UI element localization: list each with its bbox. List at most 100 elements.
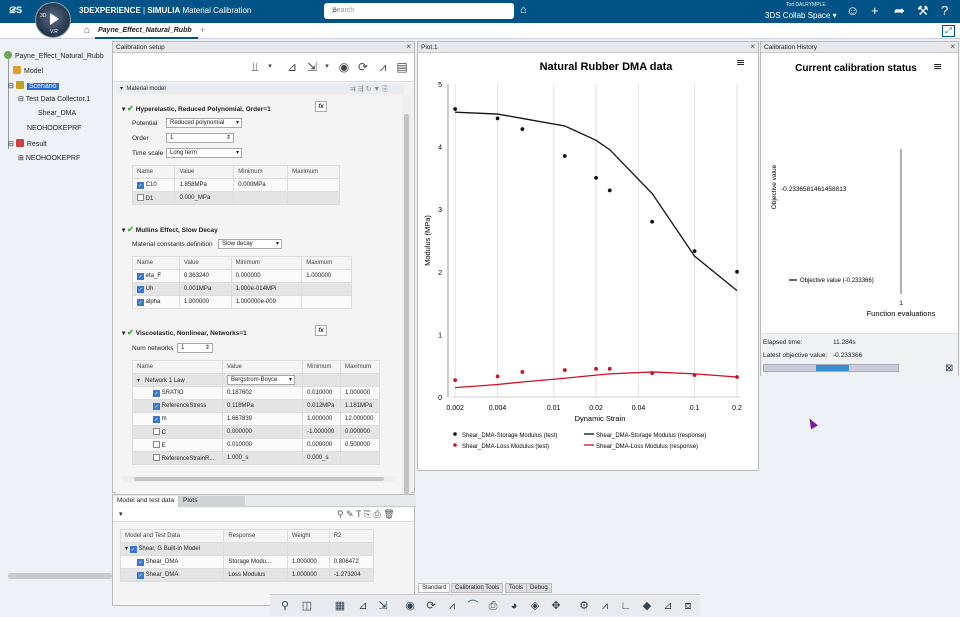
- box3d-icon[interactable]: ⧈: [684, 600, 692, 612]
- weight-cell[interactable]: 1.000000: [286, 555, 330, 569]
- tree-item-model[interactable]: Model: [13, 66, 43, 75]
- fx-button[interactable]: fx: [315, 101, 327, 112]
- min-cell[interactable]: 1.000000: [302, 412, 342, 426]
- value-cell[interactable]: 0.118MPa: [221, 399, 304, 413]
- run-calibration-icon[interactable]: ⟳: [426, 600, 436, 612]
- table-row[interactable]: ✓ Shear_DMA Loss Modulus 1.000000 -1.273204: [119, 568, 375, 582]
- table-row[interactable]: ✓ alpha 1.000000 1.000000e-009: [132, 295, 352, 309]
- max-cell[interactable]: [301, 295, 352, 309]
- close-icon[interactable]: ×: [750, 42, 755, 51]
- chart-settings-icon[interactable]: ⫫: [251, 60, 259, 74]
- min-cell[interactable]: 0.000_s: [302, 451, 342, 465]
- table-row[interactable]: ReferenceStrainR... 1.000_s 0.000_s: [132, 451, 380, 465]
- checkbox[interactable]: [153, 454, 160, 461]
- material-model-header[interactable]: ▾ Material model: [116, 84, 404, 94]
- chevron-down-icon[interactable]: ▾: [325, 63, 329, 70]
- tag-icon[interactable]: ⌂: [520, 4, 527, 16]
- group-row[interactable]: ▾ ✓ Shear, G Built-in Model: [119, 542, 375, 556]
- close-icon[interactable]: ×: [406, 42, 411, 51]
- hyperelastic-section-title[interactable]: ▾ ✔ Hyperelastic, Reduced Polynomial, Ord…: [122, 104, 271, 113]
- checkbox[interactable]: ✓: [137, 285, 144, 293]
- tools-icon[interactable]: ⚒: [917, 3, 929, 18]
- min-cell[interactable]: -1.000000: [302, 425, 342, 439]
- value-cell[interactable]: 0.000_MPa: [174, 191, 235, 205]
- chart-icon[interactable]: ⩘: [379, 60, 387, 74]
- model-tools-icons[interactable]: ⇉ ⇶ ↻ ▼ ⎘: [350, 86, 388, 93]
- tree-item-neohookeprf[interactable]: NEOHOOKEPRF: [27, 125, 82, 132]
- table-row[interactable]: ✓ Shear_DMA Storage Modu... 1.000000 0.8064…: [119, 555, 375, 569]
- viscoelastic-section-title[interactable]: ▾ ✔ Viscoelastic, Nonlinear, Networks=1: [122, 328, 247, 337]
- chart-icon[interactable]: ⩘: [448, 600, 456, 612]
- order-stepper[interactable]: 1: [166, 133, 234, 143]
- box-icon[interactable]: ◫: [301, 600, 313, 612]
- min-cell[interactable]: [233, 191, 289, 205]
- tab-document[interactable]: Payne_Effect_Natural_Rubb: [95, 23, 198, 39]
- max-cell[interactable]: 0.000000: [340, 425, 380, 439]
- min-cell[interactable]: 0.000000: [302, 438, 342, 452]
- max-cell[interactable]: [287, 191, 340, 205]
- 3ds-logo-icon[interactable]: 𝒟S: [9, 5, 23, 15]
- curve-icon[interactable]: ⌒: [467, 600, 479, 612]
- export-icon[interactable]: ⇲: [378, 600, 388, 612]
- tab-standard[interactable]: Standard: [418, 583, 451, 593]
- table-row[interactable]: E 0.010000 0.000000 0.500000: [132, 438, 380, 452]
- search-input[interactable]: Search ⌕: [324, 3, 514, 19]
- checkbox[interactable]: ✓: [137, 558, 144, 566]
- material-icon[interactable]: ◉: [338, 60, 350, 74]
- home-icon[interactable]: ⌂: [84, 25, 91, 36]
- constants-definition-select[interactable]: Slow decay: [218, 239, 282, 249]
- table-row[interactable]: ✓ C10 1.858MPa 0.000MPa: [131, 178, 340, 192]
- plot-icon[interactable]: ⊿: [358, 600, 368, 612]
- share-icon[interactable]: ➦: [894, 3, 905, 18]
- material-icon[interactable]: ◉: [405, 600, 415, 612]
- checkbox[interactable]: [153, 441, 160, 448]
- table-row[interactable]: ✓ Uh 0.001MPa 1.000e-014MPi: [132, 282, 352, 296]
- hamburger-icon[interactable]: ≡: [933, 60, 942, 73]
- tree-item-test-data-collector[interactable]: ⊟ Test Data Collector.1: [18, 96, 91, 103]
- chevron-down-icon[interactable]: ▾: [119, 511, 123, 518]
- chevron-down-icon[interactable]: ▾: [268, 63, 272, 70]
- new-tab-icon[interactable]: +: [200, 25, 206, 35]
- value-cell[interactable]: 1.000_s: [221, 451, 304, 465]
- maximize-icon[interactable]: ⤢: [942, 25, 955, 37]
- value-cell[interactable]: 0.001MPa: [178, 282, 232, 296]
- table-row[interactable]: D1 0.000_MPa: [131, 191, 340, 205]
- checkbox[interactable]: ✓: [129, 546, 137, 553]
- render-icon[interactable]: ◆: [642, 600, 652, 612]
- table-horizontal-scrollbar[interactable]: [122, 476, 396, 482]
- value-cell[interactable]: 0.000000: [221, 425, 304, 439]
- table-row[interactable]: ✓ ReferenceStress 0.118MPa 0.012MPa 1.181MP…: [132, 399, 380, 413]
- checkbox[interactable]: ✓: [137, 181, 144, 189]
- collab-space-selector[interactable]: 3DS Collab Space ▾: [765, 11, 837, 20]
- stop-calibration-icon[interactable]: ⊠: [945, 363, 954, 374]
- tree-item-scenario[interactable]: ⊟ Scenario: [8, 81, 59, 90]
- disk-icon[interactable]: ◕: [510, 600, 518, 612]
- network-law-select[interactable]: Bergstrom-Boyce: [226, 375, 295, 385]
- calibration-vertical-scrollbar[interactable]: [402, 96, 411, 516]
- value-cell[interactable]: 1.858MPa: [174, 178, 235, 192]
- tree-item-neohookeprf-result[interactable]: ⊞ NEOHOOKEPRF: [18, 155, 81, 162]
- close-icon[interactable]: ×: [950, 42, 955, 51]
- max-cell[interactable]: [287, 178, 340, 192]
- table-row[interactable]: C 0.000000 -1.000000 0.000000: [132, 425, 380, 439]
- table-row[interactable]: ✓ eta_F 0.363240 0.000000 1.000000: [132, 269, 352, 283]
- tree-root[interactable]: Payne_Effect_Natural_Rubb: [4, 51, 104, 60]
- settings-icon[interactable]: ⚙: [579, 600, 589, 612]
- compass-widget[interactable]: 3D V.R: [35, 2, 71, 38]
- num-networks-stepper[interactable]: 1: [177, 343, 213, 353]
- min-cell[interactable]: 0.010000: [302, 386, 342, 400]
- max-cell[interactable]: 1.000000: [301, 269, 352, 283]
- checkbox[interactable]: [153, 428, 160, 435]
- fx-button[interactable]: fx: [315, 325, 327, 336]
- hamburger-icon[interactable]: ≡: [736, 56, 745, 69]
- run-calibration-icon[interactable]: ⟳: [357, 60, 369, 74]
- potential-select[interactable]: Reduced polynomial: [166, 118, 242, 128]
- checkbox[interactable]: ✓: [137, 272, 144, 280]
- user-avatar-icon[interactable]: ☺: [846, 3, 860, 18]
- axes-icon[interactable]: ∟: [620, 600, 632, 612]
- mtd-tools-icons[interactable]: ⚲ ✎ T ⎘ ⎙ 🗑: [337, 509, 395, 519]
- table-row[interactable]: ✓ SRATIO 0.187602 0.010000 1.000000: [132, 386, 380, 400]
- max-cell[interactable]: [301, 282, 352, 296]
- min-cell[interactable]: 1.000e-014MPi: [230, 282, 303, 296]
- tree-horizontal-scrollbar[interactable]: [8, 573, 112, 579]
